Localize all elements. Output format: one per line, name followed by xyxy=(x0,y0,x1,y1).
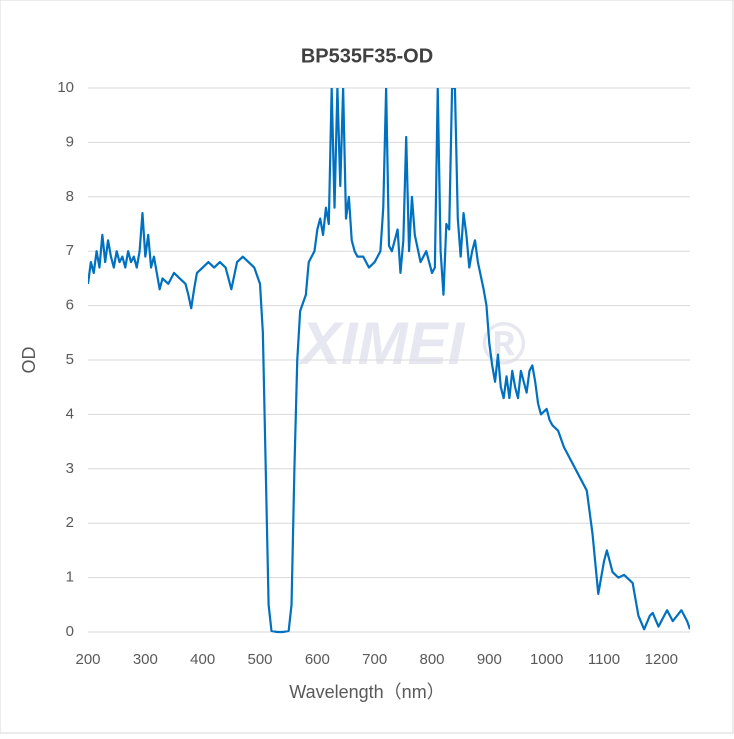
y-tick-label: 1 xyxy=(66,569,74,586)
x-tick-label: 700 xyxy=(362,651,387,668)
y-tick-label: 2 xyxy=(66,514,74,531)
data-line xyxy=(88,88,690,634)
y-tick-label: 6 xyxy=(66,297,74,314)
y-tick-label: 4 xyxy=(66,405,74,422)
x-tick-label: 1200 xyxy=(645,651,678,668)
y-tick-label: 5 xyxy=(66,351,74,368)
x-tick-label: 1000 xyxy=(530,651,563,668)
x-tick-label: 1100 xyxy=(588,651,620,668)
x-tick-label: 500 xyxy=(247,651,272,668)
x-axis-title: Wavelength（nm） xyxy=(289,682,444,702)
y-tick-label: 0 xyxy=(66,623,74,640)
x-tick-label: 900 xyxy=(477,651,502,668)
y-tick-label: 7 xyxy=(66,242,74,259)
y-tick-label: 10 xyxy=(57,79,74,96)
x-tick-label: 400 xyxy=(190,651,215,668)
y-axis-title: OD xyxy=(19,346,39,373)
x-tick-label: 800 xyxy=(419,651,444,668)
chart-title: BP535F35-OD xyxy=(301,45,433,67)
y-tick-label: 3 xyxy=(66,460,74,477)
x-tick-label: 200 xyxy=(75,651,100,668)
x-tick-label: 600 xyxy=(305,651,330,668)
y-tick-label: 8 xyxy=(66,188,74,205)
y-tick-label: 9 xyxy=(66,133,74,150)
x-tick-label: 300 xyxy=(133,651,158,668)
